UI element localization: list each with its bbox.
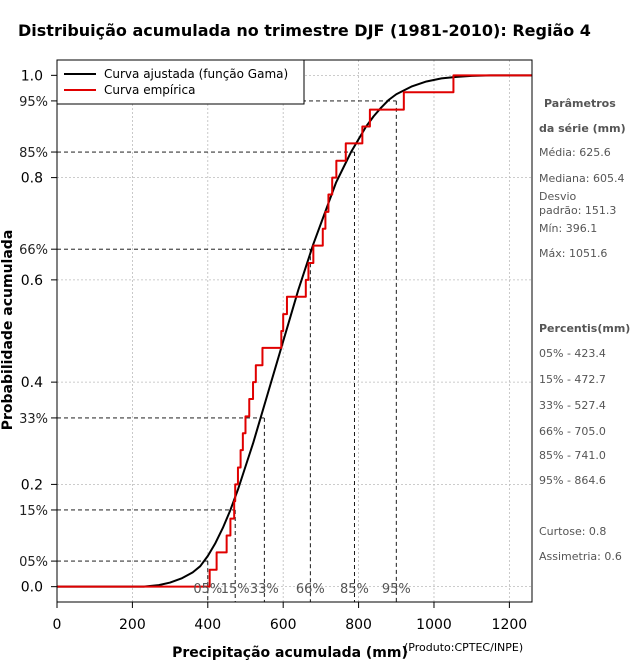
y-percent-tick-label: 05% xyxy=(19,555,48,570)
series-lines xyxy=(57,74,532,588)
x-tick-label: 1000 xyxy=(416,617,452,633)
percentile-x-label: 05% xyxy=(193,582,222,597)
y-tick-label: 0.6 xyxy=(21,273,43,289)
percentile-reference-lines xyxy=(57,100,397,602)
credit-text: (Produto:CPTEC/INPE) xyxy=(404,641,523,654)
percentis-title: Percentis(mm) xyxy=(539,322,630,335)
legend-box xyxy=(56,59,305,105)
percentile-x-label: 95% xyxy=(382,582,411,597)
stat-desvio-2: padrão: 151.3 xyxy=(539,204,616,217)
percentile-x-label: 33% xyxy=(250,582,279,597)
percentile-05: 05% - 423.4 xyxy=(539,347,606,360)
x-tick-label: 600 xyxy=(270,617,297,633)
y-percent-tick-label: 95% xyxy=(19,95,48,110)
empirical-step-curve xyxy=(57,74,532,588)
stat-mediana: Mediana: 605.4 xyxy=(539,172,624,185)
x-tick-label: 1200 xyxy=(492,617,528,633)
x-tick-label: 800 xyxy=(345,617,372,633)
y-tick-label: 0.4 xyxy=(21,375,43,391)
percentile-66: 66% - 705.0 xyxy=(539,425,606,438)
x-axis: 0 200 400 600 800 1000 1200 xyxy=(53,602,528,633)
x-tick-label: 400 xyxy=(194,617,221,633)
percentile-x-label: 15% xyxy=(221,582,250,597)
percentile-x-label: 85% xyxy=(340,582,369,597)
percentile-95: 95% - 864.6 xyxy=(539,474,606,487)
stat-assimetria: Assimetria: 0.6 xyxy=(539,550,622,563)
y-percent-tick-label: 15% xyxy=(19,504,48,519)
legend-label-empirical: Curva empírica xyxy=(104,83,195,97)
stat-max: Máx: 1051.6 xyxy=(539,247,607,260)
params-title-1: Parâmetros xyxy=(544,97,616,110)
fitted-gamma-curve xyxy=(57,74,532,588)
y-axis: 0.0 0.2 0.4 0.6 0.8 1.0 05% 15% 33% 66% 85% 95% xyxy=(19,68,57,596)
percentile-85: 85% - 741.0 xyxy=(539,449,606,462)
y-tick-label: 1.0 xyxy=(21,68,43,84)
y-percent-tick-label: 33% xyxy=(19,412,48,427)
params-title-2: da série (mm) xyxy=(539,122,626,135)
stat-min: Mín: 396.1 xyxy=(539,222,597,235)
legend-label-fitted: Curva ajustada (função Gama) xyxy=(104,67,288,81)
legend: Curva ajustada (função Gama) Curva empír… xyxy=(56,59,305,105)
stat-desvio-1: Desvio xyxy=(539,190,577,203)
percentile-x-labels: 05%15% 33% 66% 85% 95% xyxy=(193,582,410,597)
percentile-33: 33% - 527.4 xyxy=(539,399,606,412)
x-axis-title: Precipitação acumulada (mm) xyxy=(172,645,408,660)
stat-media: Média: 625.6 xyxy=(539,146,611,159)
y-tick-label: 0.0 xyxy=(21,580,43,596)
stat-curtose: Curtose: 0.8 xyxy=(539,525,606,538)
percentile-x-label: 66% xyxy=(296,582,325,597)
plot-frame xyxy=(56,59,533,603)
chart-title: Distribuição acumulada no trimestre DJF … xyxy=(18,21,591,40)
y-percent-tick-label: 85% xyxy=(19,146,48,161)
y-percent-tick-label: 66% xyxy=(19,243,48,258)
y-tick-label: 0.8 xyxy=(21,171,43,187)
y-tick-label: 0.2 xyxy=(21,477,43,493)
y-axis-title: Probabilidade acumulada xyxy=(0,230,16,431)
x-tick-label: 0 xyxy=(53,617,62,633)
percentile-15: 15% - 472.7 xyxy=(539,373,606,386)
grid xyxy=(56,60,532,602)
x-tick-label: 200 xyxy=(119,617,146,633)
side-panel: Parâmetros da série (mm) Média: 625.6 Me… xyxy=(539,97,630,563)
